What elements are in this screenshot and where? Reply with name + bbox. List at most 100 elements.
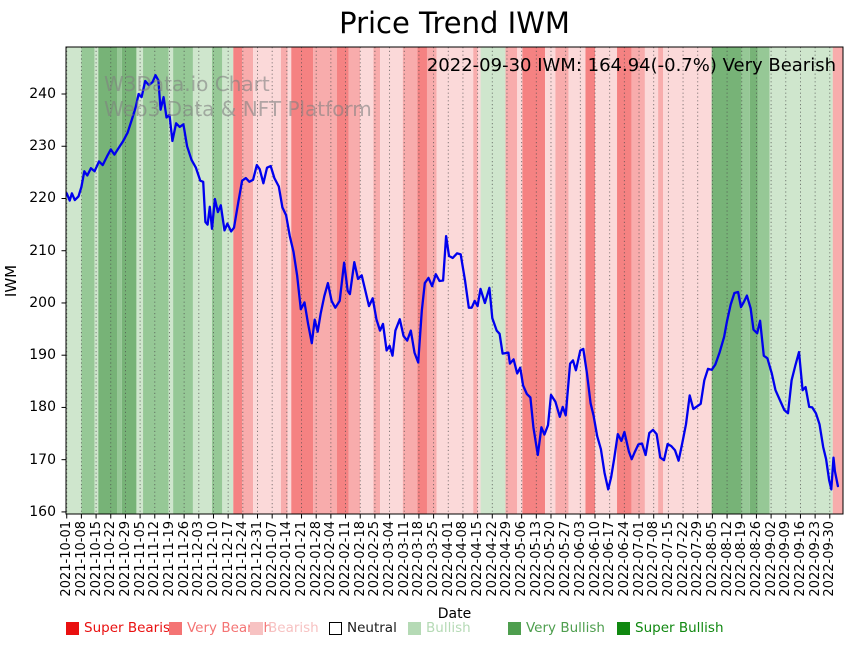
y-tick-label: 240 — [29, 86, 56, 102]
sentiment-band-very_bullish — [741, 47, 750, 514]
x-tick-label: 2022-04-15 — [470, 521, 486, 597]
legend-item-bearish: Bearish — [250, 620, 319, 636]
x-tick-label: 2022-07-01 — [631, 521, 647, 597]
sentiment-band-bullish — [94, 47, 99, 514]
sentiment-band-very_bullish — [143, 47, 169, 514]
x-tick-label: 2022-09-30 — [822, 521, 838, 597]
x-axis-label: Date — [437, 606, 472, 622]
sentiment-band-super_bullish — [749, 47, 758, 514]
sentiment-band-bullish — [66, 47, 82, 514]
legend-label: Bullish — [426, 620, 471, 636]
x-tick-label: 2022-08-19 — [734, 521, 750, 597]
legend-label: Very Bullish — [526, 620, 605, 636]
x-tick-label: 2021-10-15 — [88, 521, 104, 597]
legend-swatch-bearish — [250, 621, 263, 635]
x-tick-label: 2021-12-03 — [191, 521, 207, 597]
x-tick-label: 2022-08-12 — [719, 521, 735, 597]
sentiment-band-super_bearish — [417, 47, 427, 514]
x-tick-label: 2022-06-10 — [587, 521, 603, 597]
x-tick-label: 2021-11-05 — [132, 521, 148, 597]
x-tick-label: 2022-05-06 — [514, 521, 530, 597]
y-tick-label: 160 — [29, 503, 56, 520]
x-tick-label: 2021-10-01 — [59, 521, 75, 597]
x-tick-label: 2022-02-25 — [367, 521, 383, 597]
sentiment-band-super_bearish — [233, 47, 243, 514]
x-tick-label: 2022-09-23 — [807, 521, 823, 597]
x-tick-label: 2022-01-07 — [264, 521, 280, 597]
x-tick-label: 2022-03-18 — [411, 521, 427, 597]
sentiment-band-very_bearish — [473, 47, 478, 514]
sentiment-band-very_bearish — [373, 47, 381, 514]
x-tick-label: 2022-07-08 — [646, 521, 662, 597]
x-tick-label: 2022-01-28 — [308, 521, 324, 597]
sentiment-band-very_bullish — [212, 47, 223, 514]
sentiment-band-very_bearish — [280, 47, 288, 514]
x-tick-label: 2022-02-11 — [338, 521, 354, 597]
sentiment-band-bearish — [517, 47, 523, 514]
x-tick-label: 2022-03-11 — [396, 521, 412, 597]
x-tick-label: 2022-05-13 — [528, 521, 544, 597]
x-tick-label: 2021-11-19 — [161, 521, 177, 597]
x-tick-label: 2022-03-25 — [426, 521, 442, 597]
sentiment-band-very_bullish — [757, 47, 770, 514]
plot-area — [61, 46, 844, 519]
x-tick-label: 2022-03-04 — [382, 521, 398, 597]
legend-swatch-neutral — [329, 621, 342, 635]
sentiment-band-bullish — [192, 47, 213, 514]
sentiment-band-very_bearish — [402, 47, 418, 514]
sentiment-band-bullish — [222, 47, 234, 514]
legend-label: Super Bullish — [635, 620, 724, 636]
watermark: W3Data.io Chart Web3 Data & NFT Platform — [104, 72, 372, 122]
sentiment-legend: Super Bearish Very Bearish Bearish Neutral B… — [0, 620, 857, 644]
legend-swatch-super_bearish — [66, 621, 79, 635]
sentiment-band-bearish — [568, 47, 586, 514]
legend-item-bullish: Bullish — [408, 620, 471, 636]
sentiment-band-super_bearish — [522, 47, 546, 514]
sentiment-band-bearish — [253, 47, 281, 514]
x-tick-label: 2022-07-15 — [660, 521, 676, 597]
x-tick-label: 2021-11-12 — [147, 521, 163, 597]
legend-item-super_bearish: Super Bearish — [66, 620, 179, 636]
watermark-line1: W3Data.io Chart — [104, 72, 270, 96]
sentiment-band-bearish — [360, 47, 374, 514]
sentiment-band-super_bearish — [585, 47, 596, 514]
chart-title: Price Trend IWM — [339, 6, 570, 40]
sentiment-band-super_bullish — [711, 47, 742, 514]
x-tick-label: 2022-08-26 — [748, 521, 764, 597]
price-line — [65, 74, 840, 491]
sentiment-band-very_bearish — [555, 47, 569, 514]
sentiment-band-very_bearish — [505, 47, 518, 514]
sentiment-band-very_bullish — [117, 47, 122, 514]
x-tick-label: 2022-09-02 — [763, 521, 779, 597]
legend-label: Neutral — [347, 620, 397, 636]
x-tick-label: 2022-08-05 — [704, 521, 720, 597]
sentiment-band-very_bearish — [426, 47, 437, 514]
x-tick-label: 2021-12-10 — [205, 521, 221, 597]
x-tick-label: 2022-02-04 — [323, 521, 339, 597]
sentiment-band-bearish — [663, 47, 712, 514]
sentiment-band-very_bullish — [173, 47, 193, 514]
sentiment-band-bullish — [168, 47, 174, 514]
sentiment-band-very_bearish — [658, 47, 664, 514]
sentiment-band-very_bearish — [832, 47, 843, 514]
x-tick-label: 2021-10-29 — [117, 521, 133, 597]
x-tick-label: 2022-01-14 — [279, 521, 295, 597]
sentiment-band-bearish — [477, 47, 481, 514]
x-tick-label: 2022-04-08 — [455, 521, 471, 597]
x-tick-label: 2022-07-29 — [690, 521, 706, 597]
y-tick-label: 180 — [29, 399, 56, 416]
x-tick-label: 2021-10-22 — [103, 521, 119, 597]
legend-label: Super Bearish — [84, 620, 179, 636]
legend-swatch-super_bullish — [617, 621, 630, 635]
legend-swatch-bullish — [408, 621, 421, 635]
sentiment-band-bearish — [595, 47, 618, 514]
x-tick-label: 2022-09-16 — [792, 521, 808, 597]
sentiment-band-very_bearish — [242, 47, 254, 514]
sentiment-band-very_bullish — [81, 47, 95, 514]
legend-label: Bearish — [268, 620, 319, 636]
x-tick-label: 2022-07-22 — [675, 521, 691, 597]
legend-item-very_bullish: Very Bullish — [508, 620, 605, 636]
x-tick-label: 2022-04-29 — [499, 521, 515, 597]
y-tick-label: 220 — [29, 190, 56, 207]
x-tick-label: 2022-06-24 — [616, 521, 632, 597]
